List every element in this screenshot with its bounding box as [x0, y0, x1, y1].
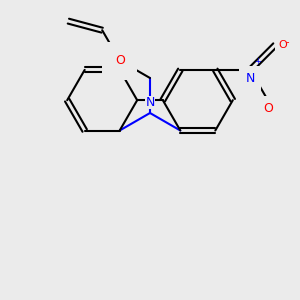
Text: O: O — [115, 54, 124, 67]
Text: -: - — [285, 37, 289, 47]
Text: N: N — [145, 96, 155, 109]
Text: O: O — [278, 40, 287, 50]
Text: +: + — [254, 57, 261, 66]
Text: O: O — [263, 102, 273, 115]
Text: N: N — [246, 72, 255, 85]
